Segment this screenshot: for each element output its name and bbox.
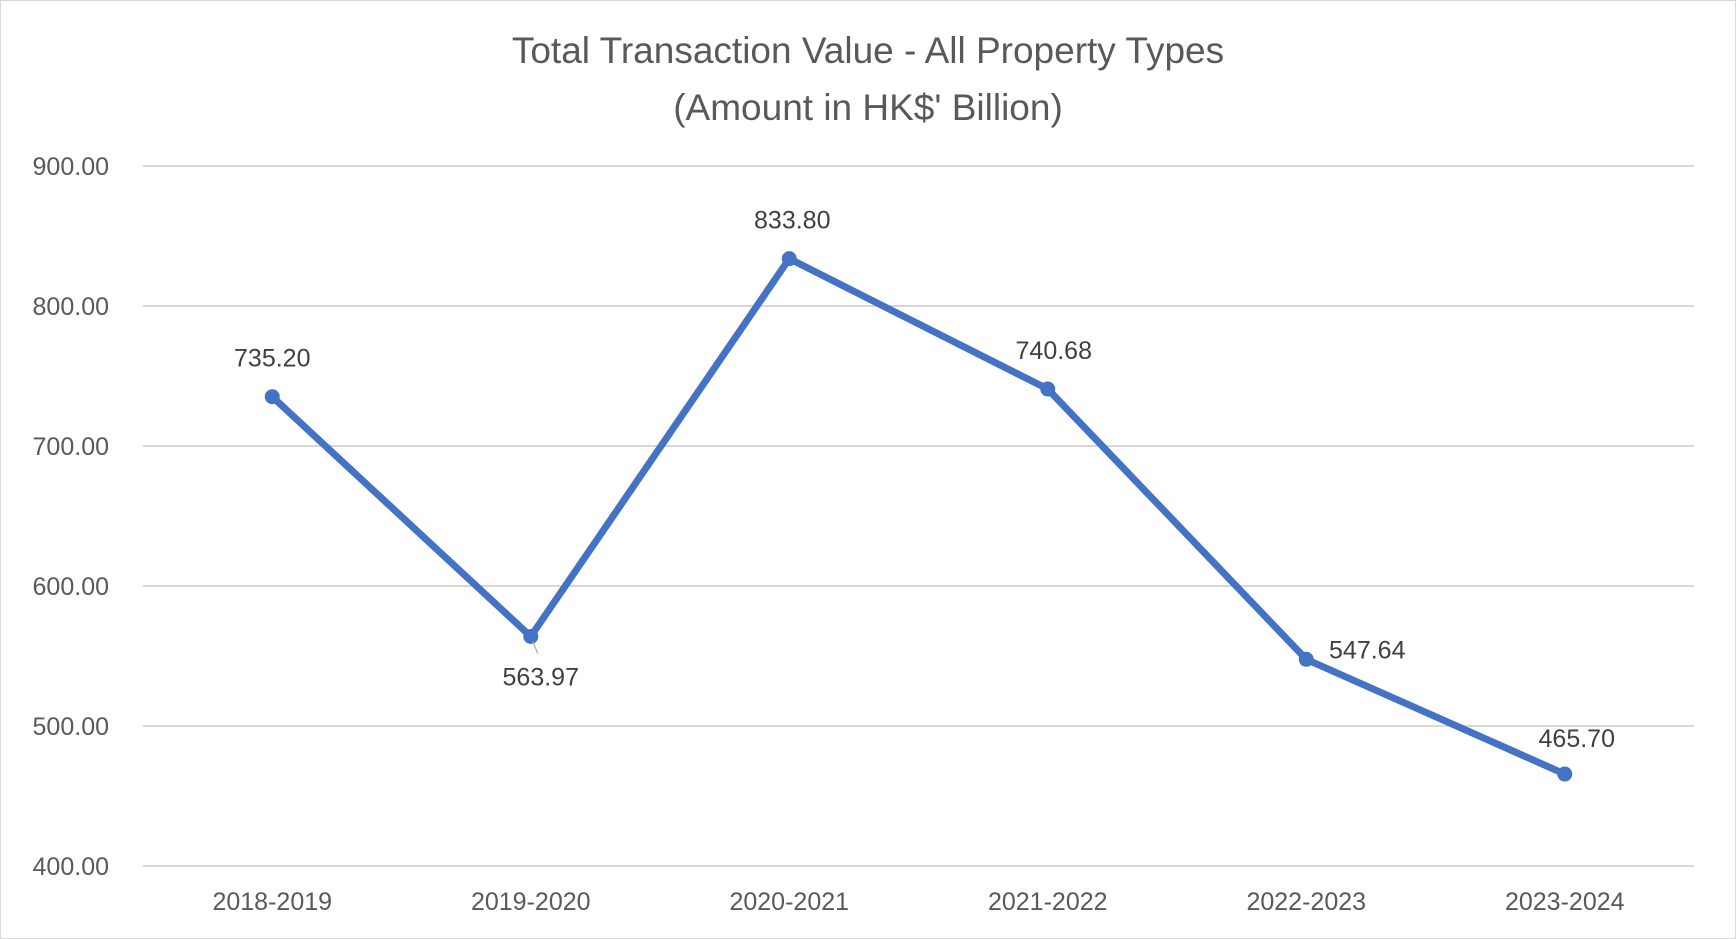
x-tick-label: 2021-2022 — [988, 888, 1108, 916]
x-tick-label: 2019-2020 — [471, 888, 591, 916]
y-tick-label: 400.00 — [33, 853, 109, 881]
series-line — [268, 255, 1569, 778]
x-tick-label: 2023-2024 — [1505, 888, 1625, 916]
chart-subtitle: (Amount in HK$' Billion) — [673, 87, 1063, 128]
series-layer — [264, 251, 1573, 782]
x-tick-label: 2018-2019 — [212, 888, 332, 916]
data-point — [1298, 651, 1314, 667]
y-tick-label: 600.00 — [33, 573, 109, 601]
data-label: 465.70 — [1539, 725, 1615, 753]
data-label-layer: 735.20 563.97 833.80 740.68 547.64 465.70 — [234, 207, 1615, 753]
y-tick-label: 900.00 — [33, 153, 109, 181]
data-label: 740.68 — [1016, 337, 1092, 365]
data-label-leader-line — [532, 641, 539, 654]
y-axis-tick-labels: 400.00 500.00 600.00 700.00 800.00 900.00 — [33, 153, 109, 881]
y-tick-label: 700.00 — [33, 433, 109, 461]
y-tick-label: 800.00 — [33, 293, 109, 321]
data-label: 563.97 — [503, 663, 579, 691]
chart-title: Total Transaction Value - All Property T… — [512, 30, 1224, 71]
data-point — [781, 251, 797, 267]
y-gridlines — [143, 165, 1694, 867]
data-label: 735.20 — [234, 345, 310, 373]
data-point — [523, 628, 539, 644]
data-label: 547.64 — [1329, 636, 1406, 664]
data-point — [1040, 381, 1056, 397]
data-point — [264, 389, 280, 405]
x-tick-label: 2022-2023 — [1246, 888, 1366, 916]
x-axis-tick-labels: 2018-2019 2019-2020 2020-2021 2021-2022 2022… — [212, 888, 1624, 916]
y-tick-label: 500.00 — [33, 713, 109, 741]
data-point — [1557, 766, 1573, 782]
x-tick-label: 2020-2021 — [729, 888, 849, 916]
data-label: 833.80 — [754, 207, 830, 235]
